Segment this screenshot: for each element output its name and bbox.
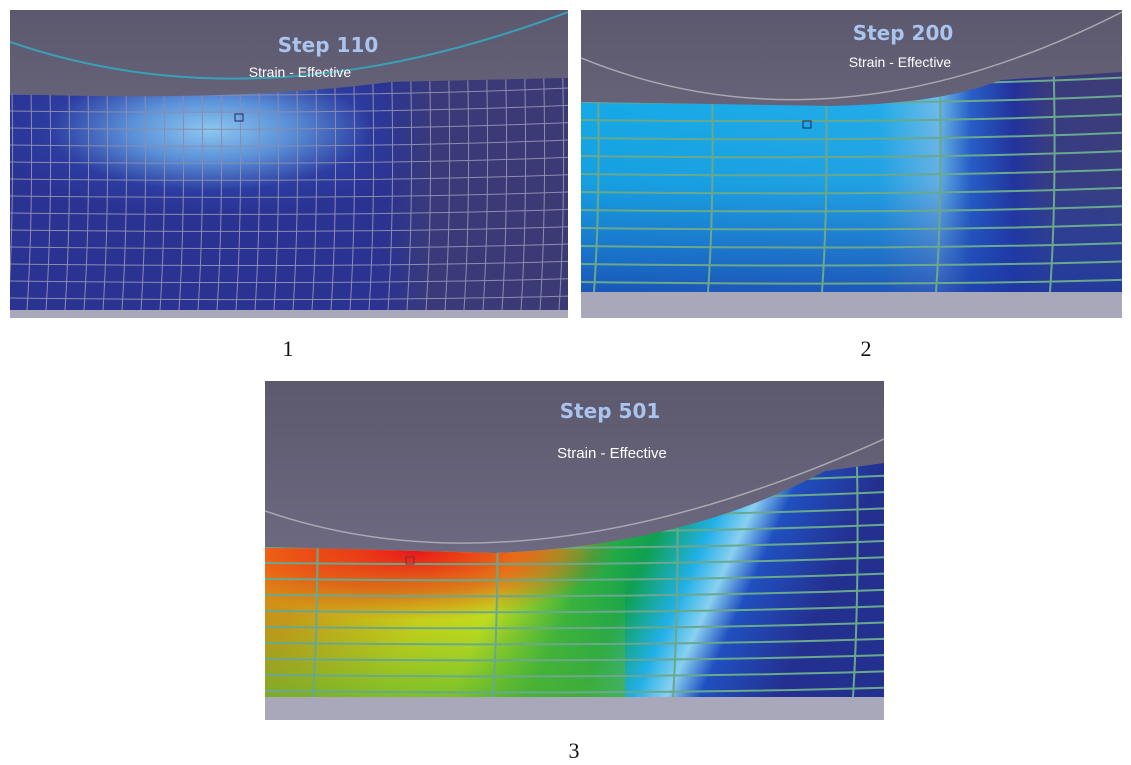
- tracking-point: [802, 120, 812, 129]
- simulation-panel: Step 110 Strain - Effective: [10, 10, 568, 318]
- step-title: Step 110: [278, 33, 379, 57]
- mesh-column: [425, 78, 432, 310]
- step-title: Step 501: [560, 399, 661, 423]
- mesh-column: [273, 78, 280, 310]
- workpiece-shade: [581, 72, 1122, 292]
- mesh-column: [140, 78, 147, 310]
- mesh-column: [463, 78, 470, 310]
- mesh-row: [265, 621, 884, 630]
- mesh-column: [520, 78, 527, 310]
- mesh-column: [349, 78, 356, 310]
- tracking-point: [234, 113, 244, 122]
- workpiece-shade: [10, 78, 568, 310]
- anvil: [581, 292, 1122, 318]
- mesh-column: [387, 78, 394, 310]
- simulation-panel: Step 501 Strain - Effective: [265, 381, 884, 720]
- mesh-column: [312, 463, 319, 697]
- mesh-column: [83, 78, 90, 310]
- mesh-row: [265, 588, 884, 598]
- result-label: Strain - Effective: [249, 64, 352, 80]
- mesh-column: [102, 78, 109, 310]
- panel-caption: 1: [282, 336, 294, 361]
- mesh-row: [581, 242, 1122, 249]
- mesh-row: [581, 186, 1122, 195]
- mesh-column: [482, 78, 489, 310]
- mesh-column: [121, 78, 128, 310]
- mesh-column: [539, 78, 546, 310]
- mesh-row: [265, 637, 884, 646]
- mesh-row: [581, 223, 1122, 231]
- mesh-row: [581, 113, 1122, 123]
- mesh-column: [492, 463, 499, 697]
- mesh-row: [265, 605, 884, 614]
- step-title: Step 200: [853, 21, 954, 45]
- mesh-column: [311, 78, 318, 310]
- mesh-column: [159, 78, 166, 310]
- mesh-row: [10, 243, 568, 249]
- mesh-row: [581, 278, 1122, 285]
- mesh-column: [10, 78, 14, 310]
- mesh-row: [10, 191, 568, 198]
- mesh-column: [501, 78, 508, 310]
- mesh-column: [935, 72, 942, 292]
- mesh-row: [265, 654, 884, 662]
- tracking-point: [405, 556, 415, 565]
- mesh-column: [368, 78, 375, 310]
- anvil: [265, 697, 884, 720]
- mesh-column: [330, 78, 337, 310]
- panel-caption: 2: [860, 336, 872, 361]
- mesh-column: [26, 78, 33, 310]
- mesh-column: [197, 78, 204, 310]
- mesh-row: [581, 150, 1122, 159]
- mesh-row: [10, 208, 568, 215]
- simulation-panel: Step 200 Strain - Effective: [581, 10, 1122, 318]
- anvil: [10, 310, 568, 318]
- die-outline: [265, 438, 884, 544]
- mesh-column: [406, 78, 413, 310]
- mesh-column: [292, 78, 299, 310]
- mesh-row: [581, 168, 1122, 177]
- die-outline: [581, 11, 1122, 101]
- mesh-row: [581, 260, 1122, 267]
- result-label: Strain - Effective: [849, 54, 952, 70]
- mesh-row: [265, 670, 884, 678]
- mesh-row: [10, 295, 568, 301]
- mesh-column: [254, 78, 261, 310]
- mesh-row: [265, 572, 884, 582]
- mesh-column: [45, 78, 52, 310]
- mesh-row: [265, 556, 884, 566]
- mesh-column: [1049, 72, 1056, 292]
- mesh-row: [10, 226, 568, 232]
- mesh-column: [558, 78, 565, 310]
- result-label: Strain - Effective: [557, 445, 667, 462]
- mesh-column: [178, 78, 185, 310]
- die-outline: [10, 11, 568, 80]
- mesh-row: [10, 104, 568, 113]
- mesh-column: [216, 78, 223, 310]
- mesh-column: [444, 78, 451, 310]
- mesh: [10, 78, 568, 310]
- mesh-column: [593, 72, 600, 292]
- mesh-column: [235, 78, 242, 310]
- mesh-row: [581, 205, 1122, 213]
- mesh-column: [672, 463, 679, 697]
- mesh-column: [707, 72, 714, 292]
- panel-caption: 3: [568, 738, 580, 763]
- mesh-column: [852, 463, 859, 697]
- mesh-row: [10, 260, 568, 267]
- mesh-column: [821, 72, 828, 292]
- mesh-row: [581, 131, 1122, 141]
- mesh-row: [265, 686, 884, 694]
- mesh-column: [64, 78, 71, 310]
